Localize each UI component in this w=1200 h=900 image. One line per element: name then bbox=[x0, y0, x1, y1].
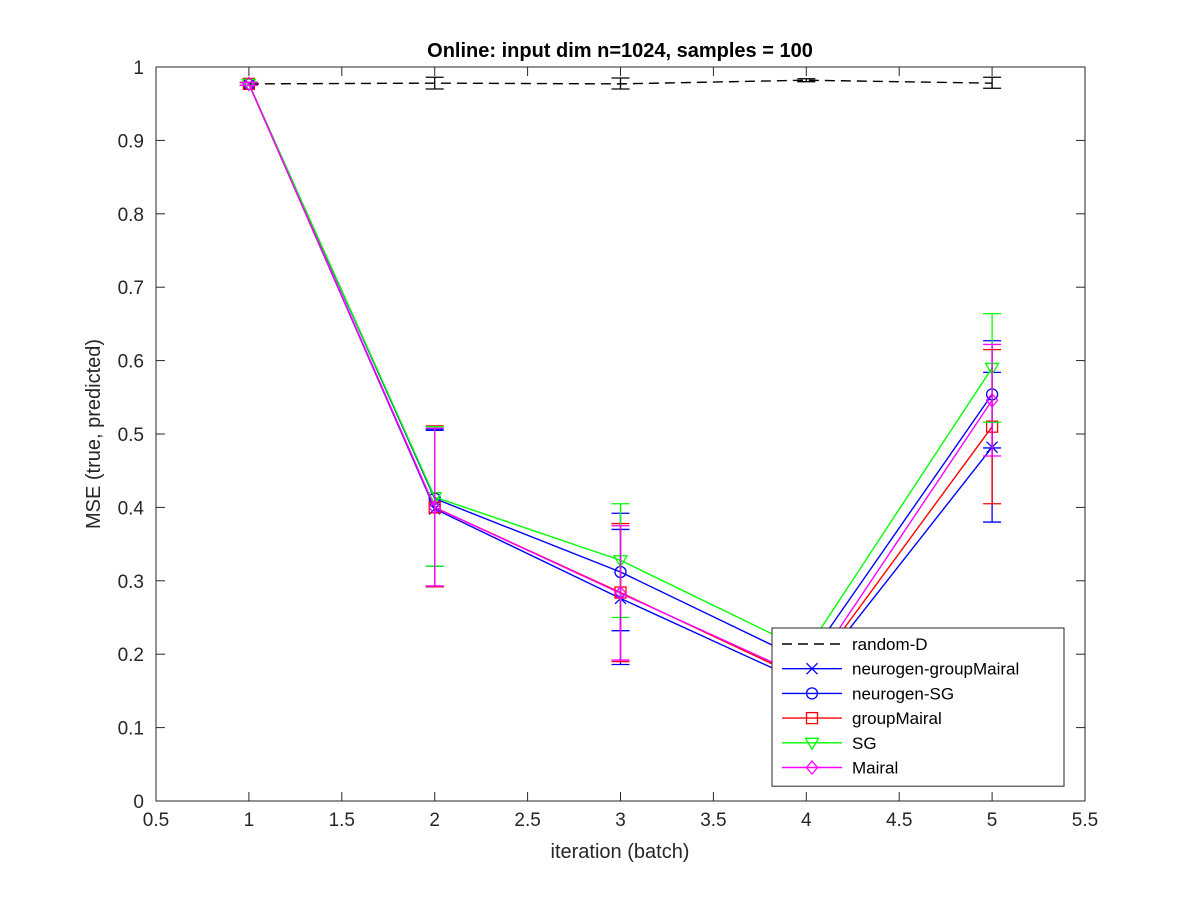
y-tick-label: 0.7 bbox=[118, 278, 144, 299]
y-tick-label: 0.3 bbox=[118, 572, 144, 593]
legend: random-D neurogen-groupMairal neurogen-SG g… bbox=[771, 627, 1065, 787]
data-point bbox=[428, 499, 442, 515]
legend-marker-stroke bbox=[806, 662, 818, 675]
x-tick-label: 1 bbox=[244, 810, 255, 831]
x-tick-label: 1.5 bbox=[329, 810, 355, 831]
legend-marker bbox=[806, 662, 818, 675]
legend-entry: neurogen-groupMairal bbox=[852, 660, 1019, 679]
legend-marker bbox=[804, 737, 820, 751]
data-point bbox=[614, 585, 627, 601]
y-axis-label: MSE (true, predicted) bbox=[83, 339, 105, 529]
legend-marker bbox=[805, 711, 819, 725]
y-tick-label: 0.1 bbox=[118, 719, 144, 740]
x-tick-label: 0.5 bbox=[143, 810, 169, 831]
chart-title: Online: input dim n=1024, samples = 100 bbox=[427, 40, 813, 62]
x-axis-label: iteration (batch) bbox=[551, 841, 690, 863]
legend-entry: groupMairal bbox=[852, 709, 942, 728]
y-tick-label: 0.5 bbox=[118, 425, 144, 446]
x-tick-label: 4.5 bbox=[886, 810, 912, 831]
y-tick-label: 0.8 bbox=[118, 205, 144, 226]
data-point bbox=[985, 392, 999, 408]
legend-marker bbox=[805, 687, 819, 700]
x-tick-label: 4 bbox=[801, 810, 812, 831]
legend-entry: Mairal bbox=[852, 759, 898, 778]
x-tick-label: 5.5 bbox=[1072, 810, 1098, 831]
y-tick-label: 0 bbox=[133, 792, 144, 813]
x-tick-label: 3 bbox=[615, 810, 626, 831]
legend-entry: neurogen-SG bbox=[852, 684, 954, 703]
y-tick-label: 0.6 bbox=[118, 352, 144, 373]
y-tick-label: 0.2 bbox=[118, 645, 144, 666]
x-tick-label: 5 bbox=[987, 810, 998, 831]
y-tick-label: 0.4 bbox=[118, 498, 145, 519]
legend-marker bbox=[805, 759, 819, 776]
legend-entry: SG bbox=[852, 734, 877, 753]
ticks: 0.5 1 1.5 2 2.5 3 3.5 4 4.5 5 5.5 0 0.1 0.2 0.3 0.4 0.5 0… bbox=[118, 58, 1099, 831]
x-tick-label: 3.5 bbox=[700, 810, 726, 831]
x-tick-label: 2.5 bbox=[514, 810, 540, 831]
y-tick-label: 0.9 bbox=[118, 131, 144, 152]
y-tick-label: 1 bbox=[133, 58, 144, 79]
x-tick-label: 2 bbox=[429, 810, 440, 831]
data-point bbox=[242, 76, 256, 92]
legend-entry: random-D bbox=[852, 635, 928, 654]
legend-box bbox=[771, 627, 1065, 787]
